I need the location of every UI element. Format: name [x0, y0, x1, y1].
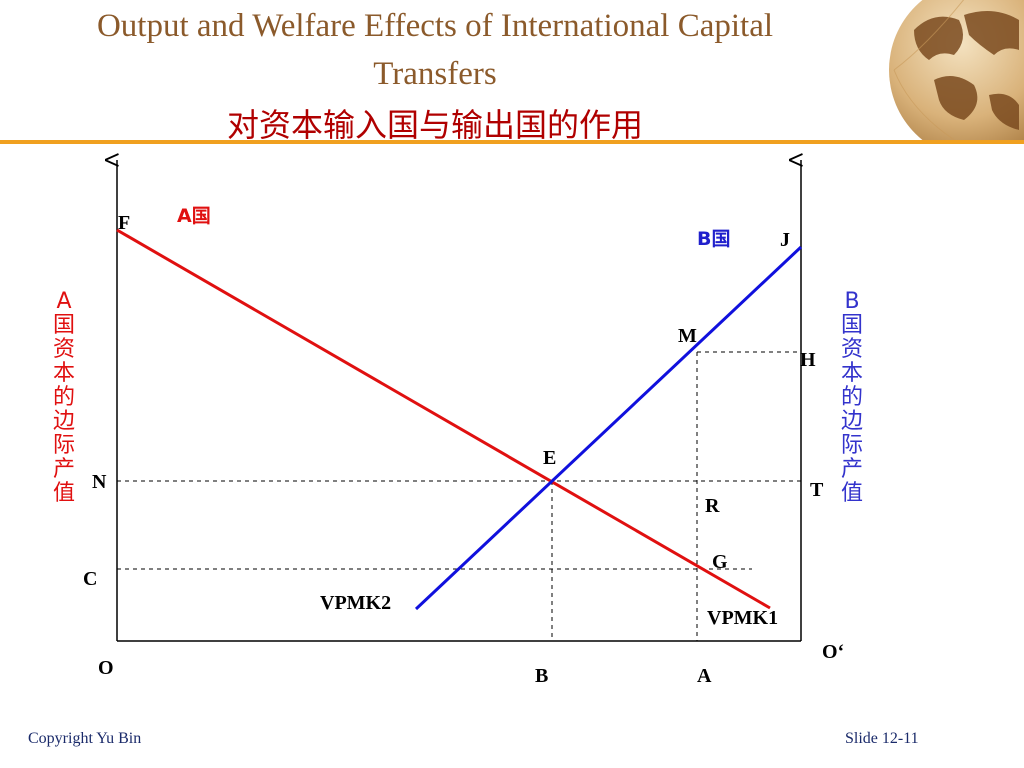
point-a-label: A — [697, 665, 712, 687]
slide-title-line-1: Output and Welfare Effects of Internatio… — [96, 8, 774, 44]
point-g-label: G — [712, 551, 728, 573]
title-divider — [0, 140, 1024, 144]
point-c-label: C — [83, 568, 97, 590]
country-a-label: A国 — [177, 205, 211, 227]
footer-copyright: Copyright Yu Bin — [28, 730, 142, 747]
point-j-label: J — [780, 229, 790, 251]
origin-o-prime-label: O‘ — [822, 641, 844, 663]
point-b-label: B — [535, 665, 548, 687]
point-m-label: M — [678, 325, 697, 347]
footer-slide-number: Slide 12-11 — [845, 730, 919, 747]
point-r-label: R — [705, 495, 720, 517]
point-e-label: E — [543, 447, 556, 469]
vpmk2-label: VPMK2 — [320, 592, 391, 614]
vpmk2-curve-country-b — [414, 245, 803, 611]
country-b-label: B国 — [697, 228, 730, 250]
country-a-axis-label: A国资本的边际产值 — [52, 289, 75, 506]
country-b-axis-label: B国资本的边际产值 — [840, 289, 863, 506]
vpmk1-curve-country-a — [116, 228, 771, 610]
point-f-label: F — [118, 212, 130, 234]
globe-image — [874, 0, 1024, 140]
slide-title-line-2: Transfers — [373, 56, 497, 92]
point-n-label: N — [92, 471, 107, 493]
origin-o-label: O — [98, 657, 114, 679]
point-h-label: H — [800, 349, 816, 371]
vpmk1-label: VPMK1 — [707, 607, 778, 629]
slide-title-chinese: 对资本输入国与输出国的作用 — [226, 106, 643, 144]
point-t-label: T — [810, 479, 824, 501]
